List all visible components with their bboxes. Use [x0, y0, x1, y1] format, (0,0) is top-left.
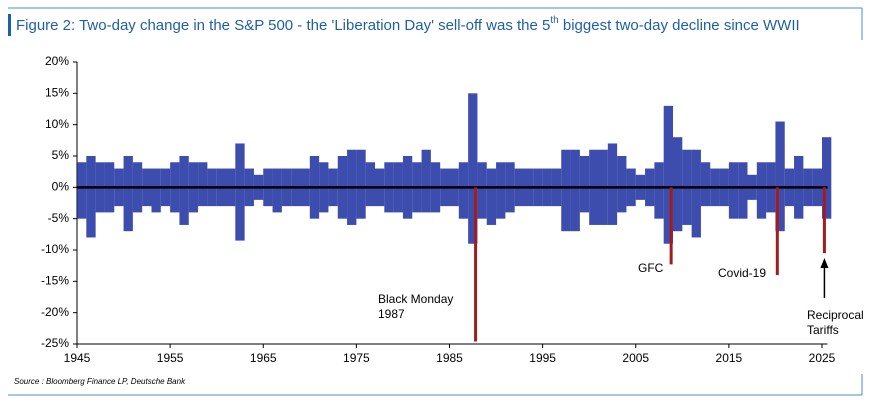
- range-bar: [654, 162, 664, 219]
- x-tick-label: 1945: [64, 351, 91, 365]
- y-tick-label: 15%: [45, 86, 69, 100]
- range-bar: [561, 149, 571, 232]
- x-tick-label: 2015: [716, 351, 743, 365]
- y-tick-label: -20%: [41, 305, 69, 319]
- title-superscript: th: [550, 15, 558, 26]
- x-tick-label: 2025: [809, 351, 836, 365]
- y-tick-label: 5%: [52, 148, 70, 162]
- y-tick-label: 20%: [45, 54, 69, 68]
- y-tick-label: -10%: [41, 242, 69, 256]
- range-bar: [272, 168, 282, 213]
- range-bar: [151, 168, 161, 213]
- range-bar: [477, 162, 487, 219]
- range-bar: [468, 93, 478, 244]
- range-bar: [235, 143, 245, 241]
- range-bar: [77, 162, 87, 219]
- event-label: Reciprocal Tariffs: [807, 308, 864, 337]
- range-bar: [458, 162, 469, 219]
- range-bar: [198, 162, 208, 207]
- range-bar: [607, 143, 618, 225]
- range-bar: [486, 168, 497, 225]
- chart-title: Figure 2: Two-day change in the S&P 500 …: [16, 15, 800, 34]
- range-bar: [663, 105, 673, 244]
- event-label: GFC: [638, 261, 664, 275]
- x-tick-label: 1955: [157, 351, 184, 365]
- range-bar: [496, 162, 506, 219]
- source-note: Source : Bloomberg Finance LP, Deutsche …: [14, 377, 186, 386]
- event-bar: [474, 187, 478, 342]
- range-bar: [123, 156, 133, 232]
- range-bar: [691, 149, 701, 238]
- title-part: Figure 2: Two-day change in the S&P 500 …: [16, 17, 550, 34]
- range-bar: [728, 162, 739, 219]
- y-tick-label: -25%: [41, 336, 69, 350]
- event-label: Covid-19: [718, 266, 766, 280]
- range-bar: [86, 156, 96, 238]
- y-tick-label: -15%: [41, 274, 69, 288]
- event-label-line: Tariffs: [807, 323, 839, 337]
- event-label-line: GFC: [638, 261, 664, 275]
- event-label-line: 1987: [378, 307, 405, 321]
- range-bar: [822, 137, 832, 219]
- x-tick-label: 1995: [529, 351, 556, 365]
- range-bar: [673, 137, 683, 232]
- title-part: biggest two-day decline since WWII: [559, 17, 800, 34]
- event-bar: [669, 187, 673, 265]
- range-bar: [570, 149, 580, 232]
- arrow-head: [820, 258, 829, 268]
- range-bar: [579, 156, 590, 213]
- event-label-line: Black Monday: [378, 292, 453, 306]
- range-bar: [617, 156, 627, 213]
- x-tick-label: 2005: [622, 351, 649, 365]
- event-label: Black Monday 1987: [378, 292, 453, 321]
- range-bar: [775, 121, 785, 232]
- range-bar: [179, 156, 189, 225]
- x-tick-label: 1965: [250, 351, 277, 365]
- title-bar: [8, 14, 11, 36]
- event-label-line: Covid-19: [718, 266, 766, 280]
- range-bar: [365, 162, 375, 207]
- range-bar: [738, 162, 748, 219]
- range-bar: [756, 162, 767, 219]
- y-tick-label: 0%: [52, 180, 70, 194]
- event-bar: [775, 187, 779, 276]
- y-tick-label: -5%: [48, 211, 70, 225]
- event-label-line: Reciprocal: [807, 308, 864, 322]
- x-tick-label: 1985: [436, 351, 463, 365]
- range-bar: [421, 149, 431, 213]
- range-bar: [356, 149, 366, 219]
- range-bar: [700, 162, 711, 207]
- y-tick-label: 10%: [45, 117, 69, 131]
- event-bar: [822, 187, 826, 254]
- x-tick-label: 1975: [343, 351, 370, 365]
